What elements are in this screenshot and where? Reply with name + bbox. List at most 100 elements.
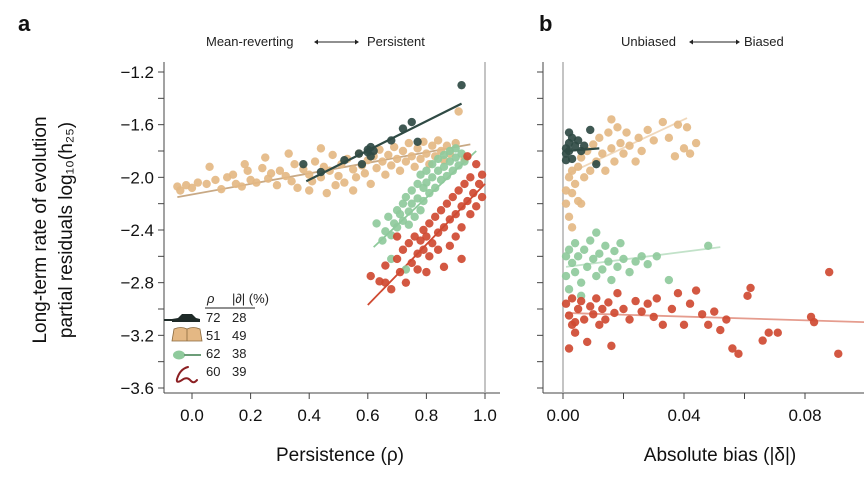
point-books — [378, 157, 387, 166]
x-tick-label: 0.2 — [239, 406, 263, 425]
point-books — [293, 183, 302, 193]
point-guitars — [407, 199, 416, 208]
legend-car-rho: 72 — [206, 310, 220, 325]
point-guitars — [425, 188, 434, 198]
point-worms — [466, 210, 475, 219]
panel-b-axes: 0.00 0.04 0.08 — [537, 62, 864, 425]
point-guitars — [401, 192, 411, 202]
point-worms — [567, 320, 577, 329]
x-tick-label: 0.0 — [180, 406, 204, 425]
point-guitars — [598, 265, 607, 274]
point-books — [334, 171, 343, 181]
point-guitars — [592, 228, 601, 237]
point-books — [658, 117, 668, 127]
point-books — [619, 149, 628, 158]
y-axis-title-line2: partial residuals log₁₀(h₂₅) — [56, 122, 77, 338]
point-books — [331, 181, 340, 190]
point-worms — [469, 188, 478, 198]
point-worms — [436, 206, 446, 215]
legend-book-bias: 49 — [232, 328, 246, 343]
point-books — [237, 182, 247, 191]
point-worms — [477, 192, 487, 202]
point-guitars — [378, 236, 387, 245]
point-books — [284, 149, 293, 158]
point-cars — [457, 80, 466, 90]
point-worms — [637, 307, 646, 316]
point-books — [634, 133, 643, 143]
point-worms — [743, 291, 752, 301]
point-books — [570, 179, 580, 189]
point-worms — [561, 299, 571, 308]
point-books — [404, 138, 414, 148]
point-books — [392, 154, 402, 164]
point-books — [205, 162, 214, 171]
point-books — [193, 178, 203, 187]
point-books — [598, 149, 607, 158]
point-guitars — [643, 260, 652, 269]
panel-a-label: a — [18, 11, 31, 36]
point-books — [576, 153, 586, 162]
x-axis-title-b: Absolute bias (|δ|) — [644, 445, 796, 466]
point-guitars — [428, 173, 437, 182]
point-books — [610, 157, 619, 166]
point-worms — [613, 289, 622, 298]
panel-b-label: b — [539, 11, 552, 36]
point-worms — [679, 320, 689, 329]
point-worms — [722, 315, 731, 324]
point-worms — [758, 336, 767, 345]
point-books — [211, 175, 220, 185]
point-guitars — [392, 223, 402, 232]
point-worms — [728, 344, 737, 353]
point-guitars — [564, 245, 574, 254]
point-books — [649, 136, 658, 145]
x-tick-label: 1.0 — [473, 406, 497, 425]
point-books — [576, 199, 586, 208]
point-guitars — [619, 254, 628, 264]
point-worms — [439, 223, 449, 232]
point-worms — [834, 349, 843, 358]
x-tick-label: 0.08 — [788, 406, 821, 425]
point-worms — [472, 159, 481, 169]
annotation-persistent: Persistent — [367, 34, 425, 49]
point-books — [176, 186, 185, 195]
legend-guitar-rho: 62 — [206, 346, 220, 361]
point-worms — [604, 298, 613, 307]
book-icon — [171, 327, 203, 342]
point-books — [187, 183, 197, 193]
point-worms — [598, 304, 607, 314]
point-worms — [445, 241, 455, 250]
point-worms — [428, 238, 437, 248]
point-books — [673, 120, 683, 129]
point-worms — [716, 325, 725, 335]
point-worms — [366, 271, 375, 281]
point-books — [604, 128, 613, 137]
point-guitars — [387, 254, 396, 264]
x-axis-title-a: Persistence (ρ) — [276, 445, 404, 466]
x-tick-label: 0.04 — [667, 406, 700, 425]
point-worms — [573, 304, 583, 314]
y-axis-title: Long-term rate of evolution partial resi… — [30, 116, 77, 343]
point-worms — [625, 315, 634, 324]
point-worms — [685, 299, 695, 308]
point-cars — [299, 159, 308, 169]
point-books — [567, 223, 577, 232]
point-books — [664, 133, 674, 143]
annotation-biased: Biased — [744, 34, 784, 49]
point-cars — [357, 159, 367, 169]
point-worms — [652, 294, 661, 303]
point-worms — [463, 152, 472, 161]
y-tick-label: −2.0 — [120, 168, 154, 187]
point-books — [416, 154, 425, 164]
point-guitars — [604, 257, 613, 266]
annotation-mean-reverting: Mean-reverting — [206, 34, 293, 49]
panel-b-top-annotation: Unbiased Biased — [621, 34, 784, 49]
point-books — [290, 159, 299, 169]
point-books — [340, 178, 349, 187]
point-worms — [576, 296, 586, 306]
point-guitars — [589, 254, 598, 264]
point-guitars — [564, 285, 574, 294]
point-guitars — [422, 178, 431, 187]
point-worms — [433, 245, 443, 254]
point-worms — [586, 302, 595, 311]
point-books — [266, 169, 276, 178]
